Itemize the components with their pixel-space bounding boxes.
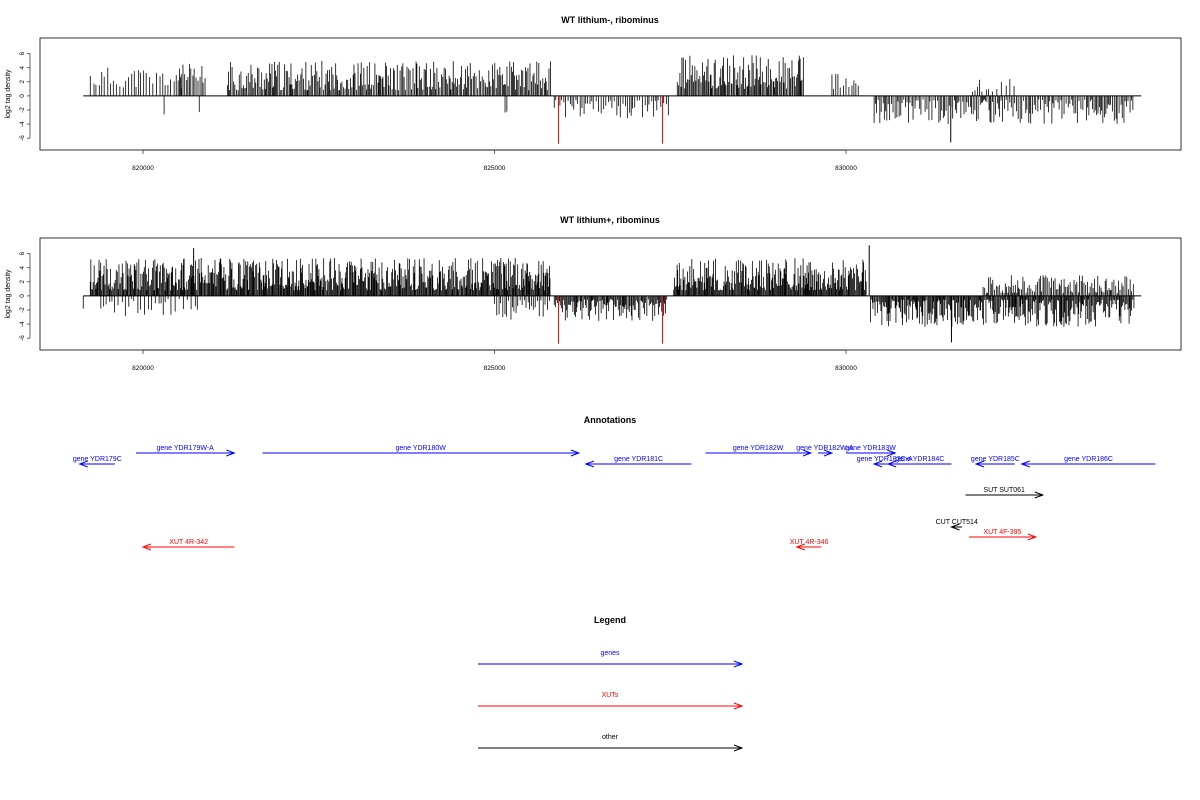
legend-arrow-head	[733, 660, 744, 668]
y-tick-label: -4	[19, 321, 26, 327]
plot-2: WT lithium+, ribominus log2 tag density …	[5, 215, 1182, 372]
feature-arrow-head	[141, 543, 152, 551]
feature-label: gene YDR182W	[733, 445, 784, 452]
feature-arrow-head	[974, 460, 985, 468]
feature-arrow-head	[823, 449, 834, 457]
feature-label: gene YDR181C	[614, 456, 663, 463]
plot-1-x-axis: 820000 825000 830000	[132, 149, 857, 172]
x-tick-label: 820000	[132, 365, 154, 372]
y-tick-label: 0	[19, 94, 26, 98]
plot-1-y-axis: -6 -4 -2 0 2 4 6	[19, 52, 31, 141]
y-tick-label: -6	[19, 335, 26, 341]
feature-label: gene YDR184C	[895, 456, 944, 463]
feature-arrow-head	[802, 449, 813, 457]
x-tick-label: 830000	[835, 365, 857, 372]
x-tick-label: 825000	[484, 165, 506, 172]
legend-label: XUTs	[602, 692, 619, 699]
y-tick-label: 2	[19, 280, 26, 284]
plot-2-x-axis: 820000 825000 830000	[132, 349, 857, 372]
feature-arrow-head	[226, 449, 236, 457]
feature-label: XUT 4R-342	[169, 539, 208, 546]
legend: Legend genes XUTs other	[478, 615, 744, 752]
y-tick-label: -4	[19, 121, 26, 127]
plot-1-ylabel: log2 tag density	[5, 69, 12, 119]
annotations-title: Annotations	[584, 415, 637, 425]
y-tick-label: 0	[19, 294, 26, 298]
feature-arrow-head	[795, 543, 805, 551]
legend-arrow-head	[733, 702, 744, 710]
feature-arrow-head	[1020, 460, 1030, 468]
feature-label: XUT 4F-395	[983, 529, 1021, 536]
feature-label: gene YDR183W	[845, 445, 896, 452]
feature-label: XUT 4R-346	[790, 539, 829, 546]
feature-arrow-head	[1034, 491, 1045, 499]
feature-arrow-head	[887, 449, 897, 457]
y-tick-label: 6	[19, 52, 26, 56]
legend-title: Legend	[594, 615, 626, 625]
feature-arrow-head	[570, 449, 581, 457]
feature-arrow-head	[584, 460, 595, 468]
feature-arrow-head	[950, 523, 960, 531]
plot-2-y-axis: -6 -4 -2 0 2 4 6	[19, 252, 31, 341]
x-tick-label: 830000	[835, 165, 857, 172]
y-tick-label: -2	[19, 307, 26, 313]
feature-label: SUT SUT061	[983, 487, 1025, 494]
y-tick-label: -2	[19, 107, 26, 113]
y-tick-label: 6	[19, 252, 26, 256]
feature-arrow-head	[886, 460, 897, 468]
plot-2-bars	[82, 245, 1142, 344]
feature-label: gene YDR179W-A	[157, 445, 215, 452]
y-tick-label: 2	[19, 80, 26, 84]
feature-label: gene YDR183C-A	[857, 456, 913, 463]
feature-label: CUT CUT514	[936, 519, 978, 526]
legend-arrow-head	[733, 744, 744, 752]
annotation-features: gene YDR179C gene YDR179W-A gene YDR180W ge…	[73, 445, 1156, 551]
plot-1: WT lithium-, ribominus log2 tag density …	[5, 15, 1182, 172]
feature-label: gene YDR182W-A	[796, 445, 854, 452]
feature-label: gene YDR179C	[73, 456, 122, 463]
legend-items: genes XUTs other	[478, 650, 744, 752]
plot-2-title: WT lithium+, ribominus	[560, 215, 660, 225]
y-tick-label: 4	[19, 66, 26, 70]
legend-label: other	[602, 734, 619, 741]
y-tick-label: 4	[19, 266, 26, 270]
feature-label: gene YDR180W	[395, 445, 446, 452]
feature-arrow-head	[78, 460, 88, 468]
plot-1-bars	[83, 55, 1142, 144]
feature-label: gene YDR185C	[971, 456, 1020, 463]
x-tick-label: 825000	[484, 365, 506, 372]
feature-arrow-head	[1027, 533, 1038, 541]
feature-label: gene YDR186C	[1064, 456, 1113, 463]
legend-label: genes	[600, 650, 620, 657]
y-tick-label: -6	[19, 135, 26, 141]
feature-arrow-head	[872, 460, 883, 468]
plot-1-title: WT lithium-, ribominus	[561, 15, 659, 25]
plot-2-ylabel: log2 tag density	[5, 269, 12, 319]
x-tick-label: 820000	[132, 165, 154, 172]
